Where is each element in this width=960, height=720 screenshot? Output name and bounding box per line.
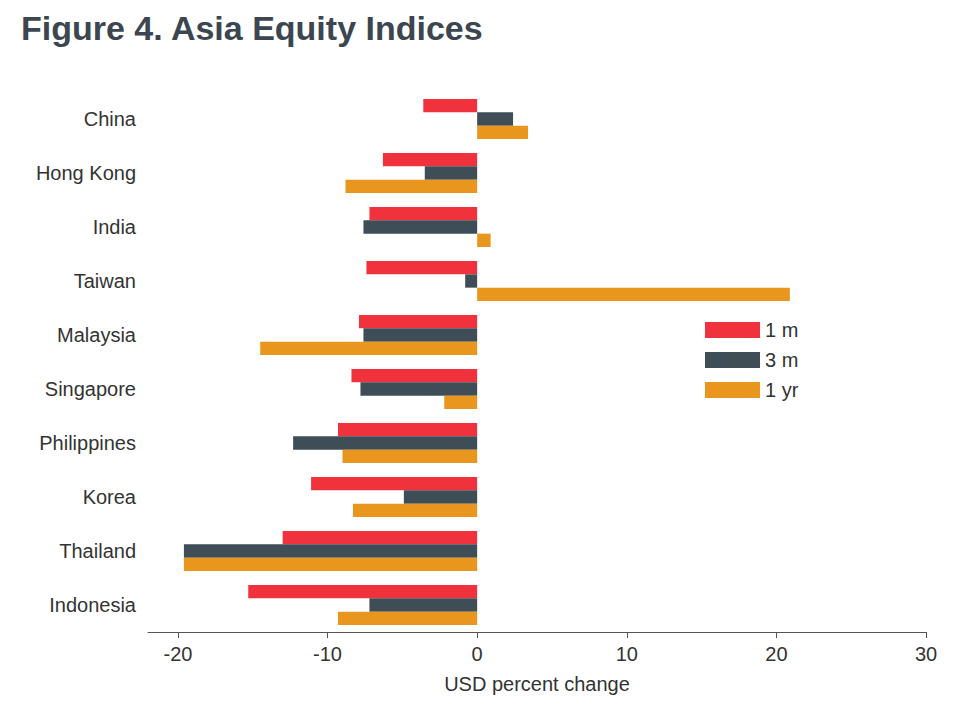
svg-text:0: 0 (472, 643, 483, 665)
svg-text:Taiwan: Taiwan (74, 270, 136, 292)
svg-text:20: 20 (765, 643, 787, 665)
svg-text:-10: -10 (313, 643, 342, 665)
svg-text:Figure 4. Asia Equity Indices: Figure 4. Asia Equity Indices (21, 9, 483, 47)
svg-text:10: 10 (616, 643, 638, 665)
svg-text:30: 30 (915, 643, 937, 665)
svg-text:1 m: 1 m (765, 319, 798, 341)
svg-text:USD percent change: USD percent change (444, 673, 630, 695)
svg-text:3 m: 3 m (765, 349, 798, 371)
svg-text:India: India (93, 216, 137, 238)
svg-text:Philippines: Philippines (39, 432, 136, 454)
svg-text:Indonesia: Indonesia (49, 594, 137, 616)
svg-text:1 yr: 1 yr (765, 379, 799, 401)
svg-text:Malaysia: Malaysia (57, 324, 137, 346)
svg-text:Hong Kong: Hong Kong (36, 162, 136, 184)
svg-text:China: China (84, 108, 137, 130)
svg-text:Singapore: Singapore (45, 378, 136, 400)
svg-text:Thailand: Thailand (59, 540, 136, 562)
svg-text:-20: -20 (163, 643, 192, 665)
svg-text:Korea: Korea (83, 486, 137, 508)
